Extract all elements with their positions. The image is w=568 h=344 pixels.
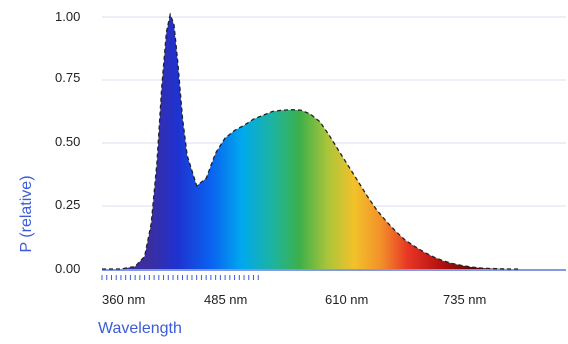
x-tick-label: 360 nm (102, 292, 145, 307)
spectrum-outline (102, 12, 519, 270)
x-tick-label: 610 nm (325, 292, 368, 307)
x-axis-label: Wavelength (98, 320, 182, 337)
y-tick-label: 1.00 (55, 9, 80, 24)
y-axis-label: P (relative) (18, 175, 35, 252)
x-tick-label: 735 nm (443, 292, 486, 307)
y-tick-label: 0.75 (55, 70, 80, 85)
y-tick-label: 0.00 (55, 261, 80, 276)
y-tick-label: 0.25 (55, 197, 80, 212)
x-tick-label: 485 nm (204, 292, 247, 307)
y-tick-label: 0.50 (55, 134, 80, 149)
spectrum-area (102, 14, 519, 269)
x-minor-ticks (101, 275, 259, 280)
y-tick-labels: 0.00 0.25 0.50 0.75 1.00 (55, 9, 80, 276)
x-tick-labels: 360 nm 485 nm 610 nm 735 nm (102, 292, 486, 307)
